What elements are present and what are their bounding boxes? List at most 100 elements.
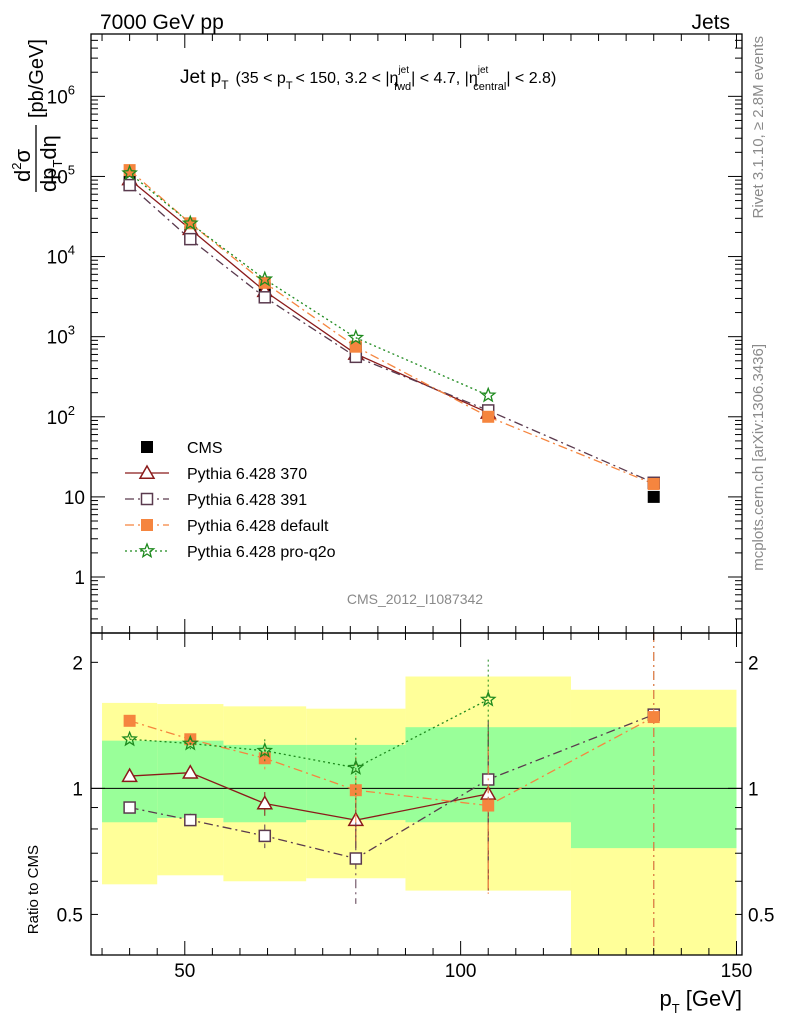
ratio-line-pdefault [129, 716, 655, 807]
main-ytick-label: 104 [47, 243, 75, 269]
header-right: Jets [691, 11, 730, 34]
y-label-T: T [50, 160, 65, 168]
ratio-point-pq2o [479, 690, 497, 707]
y-label-denominator: dpTdη [36, 135, 65, 192]
legend-marker [140, 492, 154, 506]
side-note-bottom: mcplots.cern.ch [arXiv:1306.3436] [750, 344, 767, 571]
ratio-point-p391 [258, 829, 272, 843]
xtick-label: 100 [445, 961, 477, 982]
y-axis-label-ratio: Ratio to CMS [25, 845, 42, 934]
title-cond-mid1: < 150, 3.2 < |η [296, 70, 399, 87]
point-pq2o [181, 214, 199, 231]
plot-title: Jet pT (35 < pT < 150, 3.2 < |ηjet fwd| < 4… [180, 65, 556, 93]
legend-entry-p370: Pythia 6.428 370 [125, 464, 307, 483]
ratio-ytick-label-right: 1 [748, 779, 759, 800]
title-cond-sub1: T [286, 80, 293, 92]
ratio-point-p391 [123, 801, 136, 814]
y-label-dp: dp [36, 168, 61, 192]
ratio-point-p370 [121, 767, 138, 783]
legend-entry-cms: CMS [141, 440, 223, 457]
ratio-point-p370 [256, 795, 274, 810]
title-cond-sub3: central [473, 81, 506, 93]
series-line-pq2o [129, 172, 489, 396]
legend-entry-p391: Pythia 6.428 391 [125, 492, 307, 509]
main-ytick-label: 102 [47, 403, 75, 429]
ratio-point-pq2o [121, 730, 138, 747]
legend-marker [141, 441, 153, 453]
header-left: 7000 GeV pp [100, 11, 224, 34]
x-label-p: p [660, 986, 672, 1011]
title-main: Jet p [180, 67, 221, 88]
ratio-point-pq2o [181, 734, 199, 751]
y-label-unit: [pb/GeV] [26, 39, 48, 118]
legend-entry-pq2o: Pythia 6.428 pro-q2o [125, 542, 336, 561]
x-label-T: T [672, 1001, 680, 1016]
ratio-ytick-label-right: 2 [748, 653, 759, 674]
x-label-unit: [GeV] [686, 986, 742, 1011]
ratio-ytick-label-right: 0.5 [748, 905, 774, 926]
ratio-point-pdefault [647, 711, 660, 724]
legend: CMS Pythia 6.428 370 Pythia 6.428 391 Pythi… [125, 440, 336, 561]
ratio-line-p391 [129, 714, 654, 860]
legend-label: Pythia 6.428 default [187, 518, 329, 535]
point-pdefault [647, 477, 660, 490]
main-panel: 1 10 102 103 104 105 106 [47, 33, 743, 634]
point-pq2o [121, 164, 138, 181]
ratio-point-pdefault [258, 752, 271, 765]
point-p391 [349, 350, 363, 364]
ratio-point-pq2o [256, 741, 274, 758]
y-label-sigma: σ [10, 149, 35, 163]
ratio-point-pdefault [482, 799, 495, 812]
ratio-point-p391 [349, 852, 363, 865]
xtick-label: 50 [174, 961, 195, 982]
point-p391 [123, 178, 136, 192]
ratio-ytick-label: 1 [72, 779, 83, 800]
ratio-band-inner [157, 740, 224, 818]
point-pq2o [256, 270, 274, 287]
legend-label: Pythia 6.428 391 [187, 492, 307, 509]
point-p391 [184, 232, 197, 246]
main-ytick-label: 1 [74, 568, 85, 589]
legend-label: Pythia 6.428 pro-q2o [187, 544, 336, 561]
ratio-frame [90, 632, 743, 956]
series-line-p391 [129, 184, 654, 484]
legend-label: Pythia 6.428 370 [187, 466, 307, 483]
title-cond-sub2: fwd [394, 81, 411, 93]
ratio-ytick-label: 0.5 [57, 905, 83, 926]
point-p391 [258, 291, 272, 304]
point-pq2o [479, 386, 497, 403]
legend-entry-pdefault: Pythia 6.428 default [125, 518, 329, 535]
ratio-point-pq2o [347, 759, 365, 775]
title-cond-close: | < 2.8) [506, 70, 556, 87]
y-axis-label-top: d2σ dpTdη [pb/GeV] [9, 39, 65, 192]
ratio-point-p370 [182, 764, 199, 779]
ratio-point-pdefault [123, 714, 136, 727]
ratio-point-p391 [184, 813, 197, 827]
point-cms [647, 490, 660, 503]
xtick-label: 150 [721, 961, 753, 982]
title-main-sub: T [221, 78, 229, 92]
ratio-ytick-label: 2 [72, 653, 83, 674]
main-ytick-label: 10 [64, 488, 85, 509]
main-ytick-label: 105 [47, 162, 75, 188]
side-note-top: Rivet 3.1.10, ≥ 2.8M events [750, 36, 767, 219]
title-cond-sup2: jet [477, 65, 489, 76]
x-axis-label: pT [GeV] [660, 986, 742, 1016]
legend-label: CMS [187, 440, 223, 457]
legend-marker [138, 542, 156, 559]
ratio-panel: 0.5 0.5 1 1 2 2 50 100 150 [57, 632, 774, 982]
y-label-d: d [10, 170, 35, 182]
main-ytick-label: 106 [47, 82, 75, 108]
title-cond-mid2: | < 4.7, |η [411, 70, 478, 87]
y-label-deta: dη [36, 135, 61, 159]
legend-marker [141, 519, 153, 531]
analysis-id: CMS_2012_I1087342 [347, 591, 483, 607]
title-cond-sup1: jet [397, 65, 409, 76]
series-line-pdefault [129, 169, 654, 485]
legend-marker [138, 464, 156, 479]
title-cond-open: (35 < p [236, 70, 286, 87]
main-ytick-label: 103 [47, 323, 75, 349]
point-pdefault [482, 410, 495, 423]
point-pq2o [347, 328, 365, 345]
